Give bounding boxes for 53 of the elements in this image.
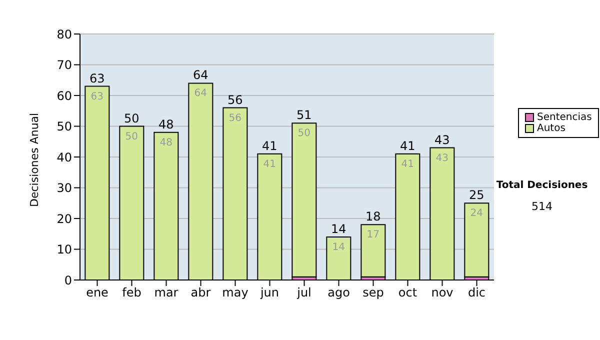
data-label: 50 — [298, 128, 311, 140]
y-tick-label: 10 — [56, 242, 72, 257]
y-tick-label: 20 — [56, 212, 72, 226]
total-label: 41 — [262, 138, 278, 153]
total-label: 50 — [124, 111, 140, 126]
total-label: 48 — [158, 117, 174, 132]
x-tick-label: dic — [468, 286, 486, 300]
total-label: 41 — [400, 138, 416, 153]
text: Total Decisiones — [495, 180, 589, 191]
bar — [292, 122, 317, 278]
legend-label: Autos — [537, 123, 566, 134]
y-tick-label: 70 — [56, 58, 72, 72]
x-tick-label: nov — [431, 286, 454, 300]
x-tick-label: ago — [328, 286, 350, 300]
data-label: 63 — [90, 91, 104, 102]
y-axis-title: Decisiones Anual — [28, 112, 41, 207]
bar — [360, 224, 386, 278]
x-tick-label: oct — [398, 286, 418, 300]
data-label: 41 — [263, 158, 276, 170]
x-tick-label: jul — [296, 286, 312, 300]
x-tick-label: abr — [190, 286, 211, 300]
x-tick-label: jun — [259, 286, 280, 300]
x-tick-label: mar — [154, 286, 178, 300]
data-label: 48 — [160, 137, 173, 148]
y-tick-label: 50 — [56, 120, 72, 134]
total-label: 51 — [296, 108, 312, 122]
y-tick-label: 60 — [56, 88, 72, 103]
data-label: 64 — [194, 88, 208, 100]
x-tick-label: sep — [362, 286, 384, 300]
y-tick-label: 30 — [56, 181, 72, 196]
total-label: 25 — [469, 188, 484, 202]
data-label: 56 — [228, 112, 242, 124]
bar — [464, 202, 490, 278]
y-tick-label: 0 — [64, 273, 72, 288]
x-tick-label: may — [222, 286, 248, 300]
data-label: 14 — [332, 242, 346, 253]
text: 514 — [530, 200, 554, 213]
data-label: 41 — [401, 158, 414, 170]
x-tick-label: feb — [122, 286, 142, 300]
data-label: 24 — [470, 208, 484, 220]
data-label: 17 — [366, 230, 380, 241]
total-label: 18 — [366, 210, 381, 224]
total-label: 63 — [90, 71, 105, 86]
total-label: 56 — [228, 92, 243, 107]
y-tick-label: 80 — [56, 27, 72, 42]
data-label: 50 — [125, 131, 138, 142]
total-label: 43 — [434, 132, 450, 147]
x-tick-label: ene — [86, 286, 108, 300]
total-label: 64 — [193, 68, 208, 82]
legend-label: Sentencias — [537, 112, 592, 123]
y-tick-label: 40 — [56, 150, 72, 164]
data-label: 43 — [436, 152, 449, 164]
total-label: 14 — [331, 222, 346, 236]
